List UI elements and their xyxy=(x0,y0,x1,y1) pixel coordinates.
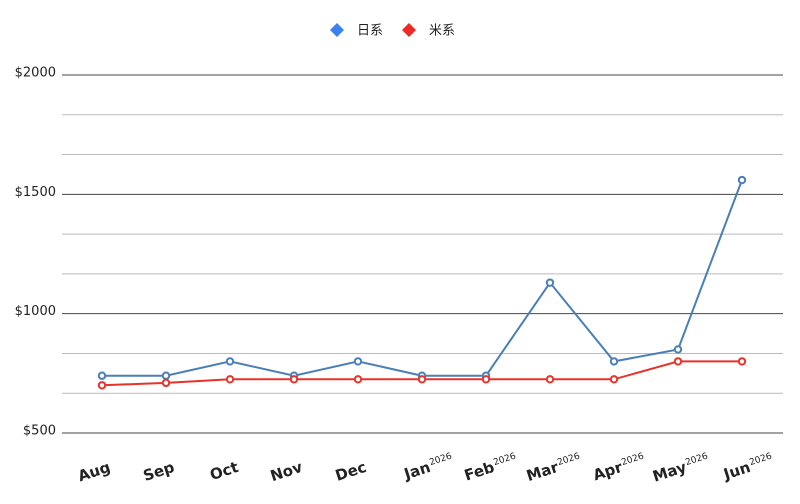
x-tick: Oct xyxy=(208,458,241,484)
x-tick-year: 2026 xyxy=(492,451,517,468)
point xyxy=(609,375,619,384)
point xyxy=(225,375,235,384)
x-tick-label: Dec xyxy=(333,458,369,485)
legend-label: 日系 xyxy=(357,24,383,39)
x-tick-label: Mar xyxy=(524,458,561,485)
point xyxy=(673,345,683,354)
legend-marker xyxy=(402,23,416,37)
x-tick: Dec xyxy=(333,458,369,485)
x-tick-label: Jan xyxy=(401,458,433,484)
x-tick-label: Sep xyxy=(141,458,177,485)
point xyxy=(353,357,363,366)
x-tick-year: 2026 xyxy=(556,451,581,468)
point xyxy=(673,357,683,366)
point xyxy=(161,371,171,380)
point xyxy=(225,357,235,366)
x-tick-label: Aug xyxy=(76,458,113,485)
point xyxy=(417,375,427,384)
point xyxy=(737,175,747,185)
y-tick-label: $1500 xyxy=(15,185,56,200)
point xyxy=(609,357,619,366)
point xyxy=(481,375,491,384)
y-tick-label: $1000 xyxy=(15,304,56,319)
point xyxy=(353,375,363,384)
x-tick-label: Nov xyxy=(268,458,305,485)
point xyxy=(97,371,107,380)
x-tick-year: 2026 xyxy=(684,451,709,468)
legend-marker xyxy=(330,23,344,37)
x-tick: Nov xyxy=(268,458,305,485)
x-tick-year: 2026 xyxy=(748,451,773,468)
point xyxy=(545,375,555,384)
y-tick-label: $500 xyxy=(23,424,56,439)
point xyxy=(97,381,107,390)
x-tick: Aug xyxy=(76,458,113,485)
x-tick: Sep xyxy=(141,458,177,485)
point xyxy=(161,378,171,388)
series-line xyxy=(102,179,743,377)
point xyxy=(289,375,299,384)
x-tick-label: Feb xyxy=(462,458,497,485)
x-tick-label: Apr xyxy=(591,458,625,484)
legend-label: 米系 xyxy=(429,24,455,39)
x-tick-label: May xyxy=(650,458,688,486)
point xyxy=(545,278,555,287)
x-tick-label: Oct xyxy=(208,458,241,484)
point xyxy=(737,357,747,366)
y-tick-label: $2000 xyxy=(15,66,56,81)
x-tick-year: 2026 xyxy=(428,451,453,468)
x-tick-label: Jun xyxy=(720,458,752,484)
x-tick-year: 2026 xyxy=(620,451,645,468)
